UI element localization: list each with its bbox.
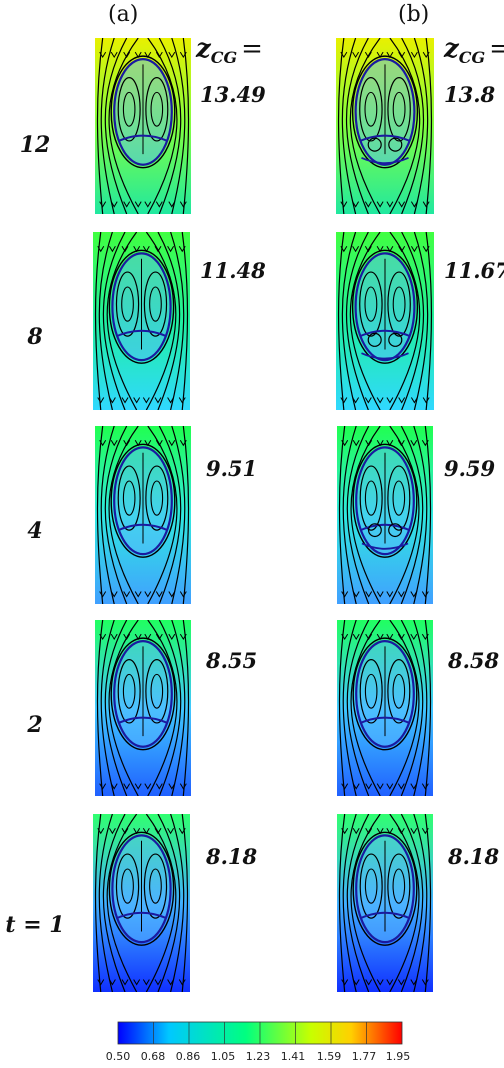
colorbar-tick-8: 1.95 [385,1050,411,1063]
colorbar-tick-1: 0.68 [140,1050,166,1063]
flow-panel-b-t1 [337,814,433,992]
flow-panel-b-t12 [336,38,434,214]
z-value-a-2: 8.55 [206,648,258,673]
colorbar [117,1021,403,1045]
flow-panel-a-t8 [93,232,190,410]
time-label-8: 8 [27,324,43,350]
colorbar-tick-3: 1.05 [210,1050,236,1063]
column-label-a: (a) [108,2,139,27]
z-value-b-12: 13.8 [444,82,496,107]
z-value-a-12: 13.49 [200,82,266,107]
z-value-a-8: 11.48 [200,258,266,283]
time-label-4: 4 [27,518,43,544]
z-value-b-4: 9.59 [444,456,496,481]
flow-panel-a-t12 [95,38,191,214]
colorbar-tick-4: 1.23 [245,1050,271,1063]
column-label-b: (b) [398,2,430,27]
z-value-b-2: 8.58 [448,648,500,673]
flow-panel-a-t2 [95,620,191,796]
z-value-b-8: 11.67 [444,258,504,283]
colorbar-tick-0: 0.50 [105,1050,131,1063]
flow-panel-a-t4 [95,426,191,604]
z-cg-heading-a: zCG = [196,34,263,68]
colorbar-tick-7: 1.77 [351,1050,377,1063]
flow-panel-b-t8 [336,232,434,410]
z-value-b-1: 8.18 [448,844,500,869]
colorbar-tick-6: 1.59 [316,1050,342,1063]
z-cg-heading-b: zCG = [444,34,504,68]
time-label-12: 12 [19,132,51,158]
z-value-a-4: 9.51 [206,456,258,481]
colorbar-tick-2: 0.86 [175,1050,201,1063]
flow-panel-b-t2 [337,620,433,796]
z-value-a-1: 8.18 [206,844,258,869]
flow-panel-a-t1 [93,814,190,992]
colorbar-tick-5: 1.41 [280,1050,306,1063]
time-label-2: 2 [27,712,43,738]
time-label-1: t = 1 [5,912,65,938]
flow-panel-b-t4 [337,426,433,604]
